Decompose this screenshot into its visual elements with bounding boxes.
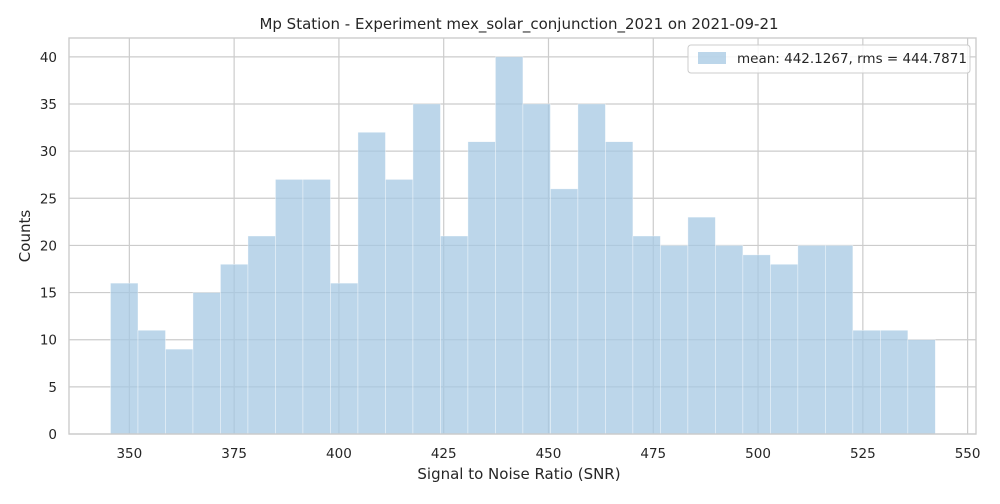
histogram-bar — [687, 216, 716, 435]
legend-swatch — [698, 52, 726, 64]
y-tick-label: 40 — [40, 50, 57, 66]
histogram-bar — [852, 329, 881, 435]
histogram-bar — [467, 141, 496, 435]
histogram-bar — [550, 188, 579, 435]
histogram-bar — [110, 282, 139, 435]
x-tick-label: 400 — [326, 446, 352, 462]
legend-box — [687, 44, 971, 74]
histogram-bar — [660, 245, 689, 435]
y-tick-label: 35 — [40, 97, 57, 113]
x-tick-label: 425 — [431, 446, 457, 462]
chart-title: Mp Station - Experiment mex_solar_conjun… — [259, 15, 778, 34]
histogram-bar — [385, 179, 414, 435]
histogram-bar — [907, 339, 936, 435]
histogram-bar — [577, 103, 606, 435]
x-tick-label: 500 — [745, 446, 771, 462]
histogram-bar — [220, 263, 249, 435]
x-tick-label: 525 — [850, 446, 876, 462]
histogram-bar — [357, 131, 386, 435]
y-tick-label: 0 — [48, 427, 57, 443]
histogram-bar — [302, 179, 331, 435]
plot-border — [68, 37, 977, 435]
histogram-bar — [192, 292, 221, 435]
histogram-bar — [330, 282, 359, 435]
histogram-bar — [165, 348, 194, 435]
histogram-bar — [742, 254, 771, 435]
tick-labels: 350 375 400 425 450 475 500 525 550 0 5 10 15 20 25 30 3… — [40, 50, 981, 462]
y-tick-label: 15 — [40, 286, 57, 302]
x-tick-label: 475 — [640, 446, 666, 462]
legend: mean: 442.1267, rms = 444.7871 — [687, 44, 971, 74]
x-tick-label: 350 — [116, 446, 142, 462]
histogram-bar — [825, 245, 854, 435]
y-tick-label: 30 — [40, 144, 57, 160]
y-tick-label: 25 — [40, 191, 57, 207]
x-tick-label: 375 — [221, 446, 247, 462]
histogram-bars — [110, 56, 936, 435]
y-tick-label: 5 — [48, 380, 57, 396]
histogram-bar — [440, 235, 469, 435]
histogram-bar — [797, 245, 826, 435]
y-tick-label: 20 — [40, 238, 57, 254]
y-tick-label: 10 — [40, 333, 57, 349]
histogram-bar — [522, 103, 551, 435]
histogram-bar — [880, 329, 909, 435]
histogram-bar — [247, 235, 276, 435]
legend-label: mean: 442.1267, rms = 444.7871 — [737, 51, 967, 67]
histogram-bar — [412, 103, 441, 435]
histogram-bar — [495, 56, 524, 435]
x-tick-label: 450 — [536, 446, 562, 462]
axes-frame — [68, 37, 977, 435]
x-tick-label: 550 — [955, 446, 981, 462]
histogram-bar — [275, 179, 304, 435]
x-axis-label: Signal to Noise Ratio (SNR) — [417, 465, 620, 483]
histogram-bar — [715, 245, 744, 435]
histogram-bar — [770, 263, 799, 435]
histogram-bar — [137, 329, 166, 435]
y-axis-label: Counts — [16, 210, 34, 263]
histogram-bar — [605, 141, 634, 435]
histogram-bar — [632, 235, 661, 435]
